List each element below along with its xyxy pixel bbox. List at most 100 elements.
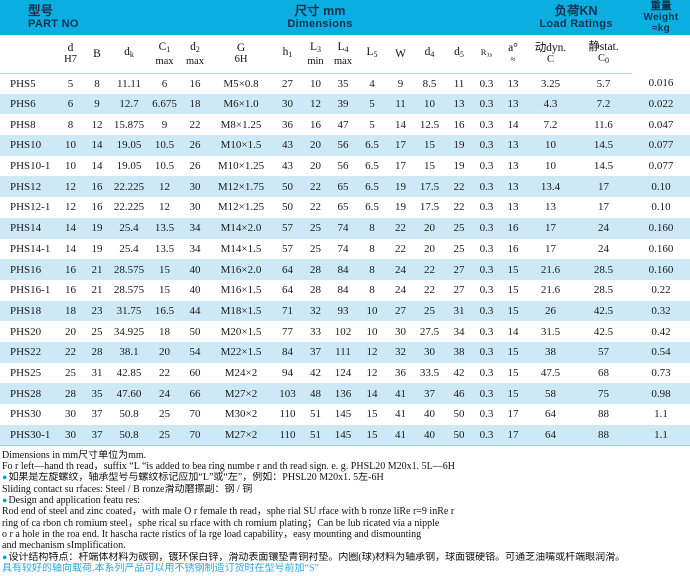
column-header: dk — [110, 35, 148, 74]
part-no-cell: PHS30-1 — [10, 428, 51, 441]
value-cell: 12 — [65, 180, 76, 193]
weight-label-zh: 重量 — [650, 0, 672, 12]
table-row: PHS30-1 30 37 50.8 25 70 M27×2 110 51 145 15 41 40 50… — [0, 424, 690, 446]
note-line: Sliding contact su rfaces: Steel / B ron… — [2, 484, 690, 495]
value-cell: 30 — [282, 98, 293, 111]
value-cell: 22 — [65, 346, 76, 359]
column-header: C1 max — [148, 35, 181, 74]
value-cell: 31 — [453, 304, 465, 317]
value-cell: 10 — [65, 139, 76, 152]
value-cell: M14×1.5 — [220, 242, 262, 255]
value-cell: 19 — [395, 201, 406, 214]
value-cell: 0.047 — [648, 118, 674, 131]
value-cell: 8 — [94, 77, 100, 90]
value-cell: 70 — [189, 408, 201, 421]
value-cell: 14 — [91, 160, 103, 173]
value-cell: 21 — [91, 263, 103, 276]
value-cell: 10 — [65, 160, 76, 173]
value-cell: 19.05 — [116, 139, 142, 152]
note-text: and mechanism sImplification. — [2, 540, 126, 552]
value-cell: 84 — [337, 284, 349, 297]
value-cell: M14×2.0 — [220, 222, 262, 235]
value-cell: 30 — [189, 180, 201, 193]
value-cell: 28 — [310, 284, 321, 297]
value-cell: 27 — [453, 284, 465, 297]
value-cell: 19 — [453, 139, 465, 152]
dimensions-header: 尺寸 mm Dimensions — [120, 0, 520, 35]
value-cell: 34 — [453, 325, 465, 338]
value-cell: 15 — [507, 366, 519, 379]
value-cell: 17 — [395, 160, 406, 173]
value-cell: 17 — [545, 242, 556, 255]
value-cell: 20 — [310, 160, 321, 173]
value-cell: 22 — [424, 263, 435, 276]
value-cell: 42.5 — [593, 304, 614, 317]
value-cell: 15 — [366, 408, 378, 421]
value-cell: 28.575 — [113, 263, 145, 276]
column-header: h1 — [273, 35, 302, 74]
value-cell: M20×1.5 — [220, 325, 262, 338]
part-no-cell: PHS16 — [10, 263, 42, 276]
value-cell: 37 — [91, 428, 103, 441]
value-cell: 25.4 — [119, 242, 139, 255]
value-cell: 30 — [65, 428, 76, 441]
value-cell: 15.875 — [113, 118, 145, 131]
value-cell: 50 — [189, 325, 201, 338]
value-cell: 8.5 — [422, 77, 437, 90]
value-cell: 19 — [91, 222, 103, 235]
part-no-label-en: PART NO — [28, 18, 79, 30]
value-cell: M22×1.5 — [220, 346, 262, 359]
value-cell: 25 — [453, 222, 465, 235]
value-cell: 40 — [189, 284, 201, 297]
value-cell: M5×0.8 — [223, 77, 259, 90]
value-cell: 58 — [545, 387, 556, 400]
value-cell: 31.5 — [540, 325, 561, 338]
value-cell: 15 — [507, 387, 519, 400]
value-cell: 10 — [424, 98, 435, 111]
value-cell: 27 — [453, 263, 465, 276]
value-cell: 0.3 — [479, 263, 494, 276]
value-cell: 5 — [369, 98, 375, 111]
bullet-icon: ● — [2, 551, 8, 562]
value-cell: 25 — [424, 304, 435, 317]
value-cell: 28 — [310, 263, 321, 276]
column-header: L3 min — [302, 35, 329, 74]
value-cell: 4.3 — [543, 98, 558, 111]
note-text: 如果是左旋螺纹，轴承型号与螺纹标记应加“L”或“左”，例如：PHSL20 M20… — [8, 472, 384, 484]
value-cell: 57 — [598, 346, 609, 359]
note-line: ●Design and application featu res: — [2, 495, 690, 506]
value-cell: 26 — [189, 139, 201, 152]
value-cell: 12 — [91, 118, 103, 131]
table-row: PHS14 14 19 25.4 13.5 34 M14×2.0 57 25 74 8 22 20 25 0… — [0, 217, 690, 239]
column-header: a° ≈ — [500, 35, 526, 74]
value-cell: 136 — [334, 387, 352, 400]
value-cell: 0.3 — [479, 118, 494, 131]
value-cell: 0.32 — [651, 304, 671, 317]
load-ratings-label-zh: 负荷KN — [554, 4, 598, 18]
value-cell: 13 — [545, 201, 556, 214]
value-cell: 13 — [507, 180, 519, 193]
value-cell: 56 — [337, 139, 349, 152]
value-cell: 0.22 — [651, 284, 671, 297]
value-cell: 15 — [366, 428, 378, 441]
value-cell: 22 — [395, 222, 406, 235]
value-cell: 40 — [424, 408, 435, 421]
column-header: W — [387, 35, 414, 74]
note-text: ring of ca rbon ch romium steel，sphe ric… — [2, 517, 440, 529]
value-cell: 9 — [397, 77, 404, 90]
table-row: PHS12-1 12 16 22.225 12 30 M12×1.25 50 22 65 6.5 19… — [0, 197, 690, 218]
value-cell: 0.016 — [648, 77, 674, 90]
value-cell: 30 — [65, 408, 76, 421]
value-cell: 15 — [159, 284, 170, 297]
value-cell: 24 — [395, 263, 406, 276]
value-cell: 22.225 — [113, 201, 145, 214]
value-cell: 17 — [507, 428, 519, 441]
value-cell: 0.3 — [479, 180, 494, 193]
value-cell: 50.8 — [119, 408, 139, 421]
value-cell: 34 — [189, 242, 201, 255]
value-cell: 47 — [337, 118, 349, 131]
note-line: Dimensions in mm尺寸单位为mm. — [2, 450, 690, 461]
value-cell: 84 — [337, 263, 349, 276]
table-row: PHS6 6 9 12.7 6.675 18 M6×1.0 30 12 39 5 11 10 13 0.3 1… — [0, 93, 690, 115]
